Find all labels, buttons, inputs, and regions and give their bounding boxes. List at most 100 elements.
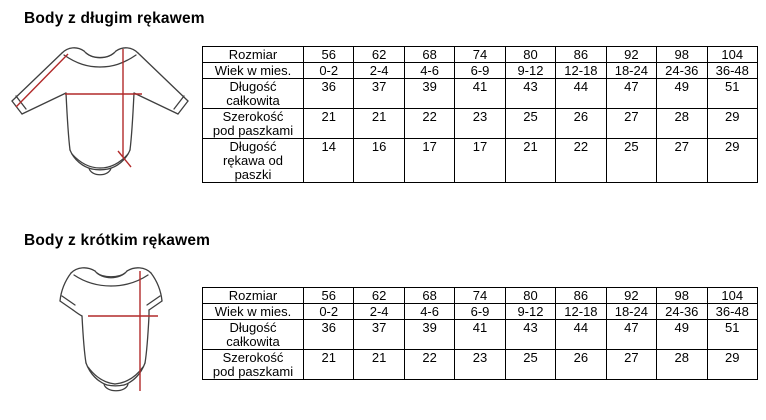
value-cell: 49 bbox=[656, 319, 708, 350]
value-cell: 29 bbox=[706, 108, 758, 139]
value-cell: 86 bbox=[555, 287, 607, 304]
value-cell: 4-6 bbox=[403, 303, 456, 320]
value-cell: 24-36 bbox=[656, 303, 708, 320]
row-label: Rozmiar bbox=[202, 287, 304, 304]
value-cell: 41 bbox=[454, 319, 506, 350]
value-cell: 43 bbox=[504, 78, 557, 109]
value-cell: 24-36 bbox=[656, 62, 708, 79]
row-label: Szerokość pod paszkami bbox=[202, 108, 304, 139]
value-cell: 2-4 bbox=[353, 62, 405, 79]
value-cell: 56 bbox=[302, 287, 355, 304]
value-cell: 80 bbox=[504, 46, 557, 63]
value-cell: 68 bbox=[403, 46, 456, 63]
short-sleeve-bodysuit-diagram bbox=[59, 267, 163, 392]
table-row: Długość całkowita 36 37 39 41 43 44 47 49 51 bbox=[202, 78, 758, 109]
value-cell: 23 bbox=[454, 108, 506, 139]
row-label: Wiek w mies. bbox=[202, 303, 304, 320]
table-row: Długość całkowita 36 37 39 41 43 44 47 49 51 bbox=[202, 319, 758, 350]
short-sleeve-size-table: Rozmiar 56 62 68 74 80 86 92 98 104 Wiek w mies. 0-… bbox=[202, 287, 758, 380]
value-cell: 74 bbox=[454, 46, 506, 63]
value-cell: 21 bbox=[504, 138, 557, 183]
value-cell: 28 bbox=[656, 108, 708, 139]
table-row: Szerokość pod paszkami 21 21 22 23 25 26 27 28 29 bbox=[202, 108, 758, 139]
value-cell: 22 bbox=[403, 349, 456, 380]
value-cell: 104 bbox=[706, 46, 758, 63]
value-cell: 29 bbox=[706, 138, 758, 183]
value-cell: 14 bbox=[302, 138, 355, 183]
value-cell: 21 bbox=[353, 349, 405, 380]
value-cell: 47 bbox=[605, 78, 658, 109]
value-cell: 21 bbox=[302, 108, 355, 139]
value-cell: 92 bbox=[605, 287, 658, 304]
value-cell: 56 bbox=[302, 46, 355, 63]
long-sleeve-bodysuit-outline bbox=[11, 47, 189, 176]
value-cell: 26 bbox=[555, 108, 607, 139]
value-cell: 104 bbox=[706, 287, 758, 304]
value-cell: 41 bbox=[454, 78, 506, 109]
value-cell: 36 bbox=[302, 78, 355, 109]
value-cell: 92 bbox=[605, 46, 658, 63]
long-sleeve-bodysuit-diagram bbox=[11, 47, 189, 176]
value-cell: 0-2 bbox=[302, 62, 355, 79]
value-cell: 49 bbox=[656, 78, 708, 109]
table-row: Rozmiar 56 62 68 74 80 86 92 98 104 bbox=[202, 46, 758, 63]
value-cell: 39 bbox=[403, 319, 456, 350]
value-cell: 4-6 bbox=[403, 62, 456, 79]
value-cell: 62 bbox=[353, 287, 405, 304]
value-cell: 6-9 bbox=[454, 62, 506, 79]
row-label: Rozmiar bbox=[202, 46, 304, 63]
table-row: Szerokość pod paszkami 21 21 22 23 25 26 27 28 29 bbox=[202, 349, 758, 380]
section-title-short-sleeve: Body z krótkim rękawem bbox=[24, 232, 211, 249]
value-cell: 36-48 bbox=[706, 62, 758, 79]
crotch-measure-line bbox=[117, 150, 132, 168]
value-cell: 47 bbox=[605, 319, 658, 350]
row-label: Długość rękawa od paszki bbox=[202, 138, 304, 183]
value-cell: 9-12 bbox=[504, 303, 557, 320]
value-cell: 44 bbox=[555, 78, 607, 109]
value-cell: 29 bbox=[706, 349, 758, 380]
row-label: Wiek w mies. bbox=[202, 62, 304, 79]
value-cell: 18-24 bbox=[605, 303, 658, 320]
value-cell: 86 bbox=[555, 46, 607, 63]
value-cell: 74 bbox=[454, 287, 506, 304]
value-cell: 28 bbox=[656, 349, 708, 380]
measurement-lines bbox=[15, 49, 142, 168]
value-cell: 6-9 bbox=[454, 303, 506, 320]
section-title-long-sleeve: Body z długim rękawem bbox=[24, 10, 205, 27]
value-cell: 39 bbox=[403, 78, 456, 109]
value-cell: 23 bbox=[454, 349, 506, 380]
value-cell: 26 bbox=[555, 349, 607, 380]
value-cell: 98 bbox=[656, 287, 708, 304]
value-cell: 25 bbox=[504, 108, 557, 139]
value-cell: 98 bbox=[656, 46, 708, 63]
value-cell: 27 bbox=[605, 349, 658, 380]
short-sleeve-bodysuit-outline bbox=[59, 267, 163, 392]
value-cell: 51 bbox=[706, 319, 758, 350]
value-cell: 36-48 bbox=[706, 303, 758, 320]
value-cell: 9-12 bbox=[504, 62, 557, 79]
value-cell: 17 bbox=[454, 138, 506, 183]
value-cell: 43 bbox=[504, 319, 557, 350]
value-cell: 12-18 bbox=[555, 303, 607, 320]
long-sleeve-size-table: Rozmiar 56 62 68 74 80 86 92 98 104 Wiek w mies. 0-… bbox=[202, 46, 758, 183]
value-cell: 2-4 bbox=[353, 303, 405, 320]
value-cell: 22 bbox=[403, 108, 456, 139]
row-label: Długość całkowita bbox=[202, 319, 304, 350]
row-label: Długość całkowita bbox=[202, 78, 304, 109]
value-cell: 51 bbox=[706, 78, 758, 109]
value-cell: 44 bbox=[555, 319, 607, 350]
value-cell: 18-24 bbox=[605, 62, 658, 79]
table-row: Wiek w mies. 0-2 2-4 4-6 6-9 9-12 12-18 18-24 24… bbox=[202, 303, 758, 320]
table-row: Rozmiar 56 62 68 74 80 86 92 98 104 bbox=[202, 287, 758, 304]
value-cell: 37 bbox=[353, 319, 405, 350]
value-cell: 36 bbox=[302, 319, 355, 350]
value-cell: 27 bbox=[605, 108, 658, 139]
value-cell: 16 bbox=[353, 138, 405, 183]
value-cell: 27 bbox=[656, 138, 708, 183]
value-cell: 17 bbox=[403, 138, 456, 183]
value-cell: 37 bbox=[353, 78, 405, 109]
value-cell: 12-18 bbox=[555, 62, 607, 79]
table-row: Długość rękawa od paszki 14 16 17 17 21 22 25 27… bbox=[202, 138, 758, 183]
sleeve-length-measure-line bbox=[15, 53, 69, 108]
